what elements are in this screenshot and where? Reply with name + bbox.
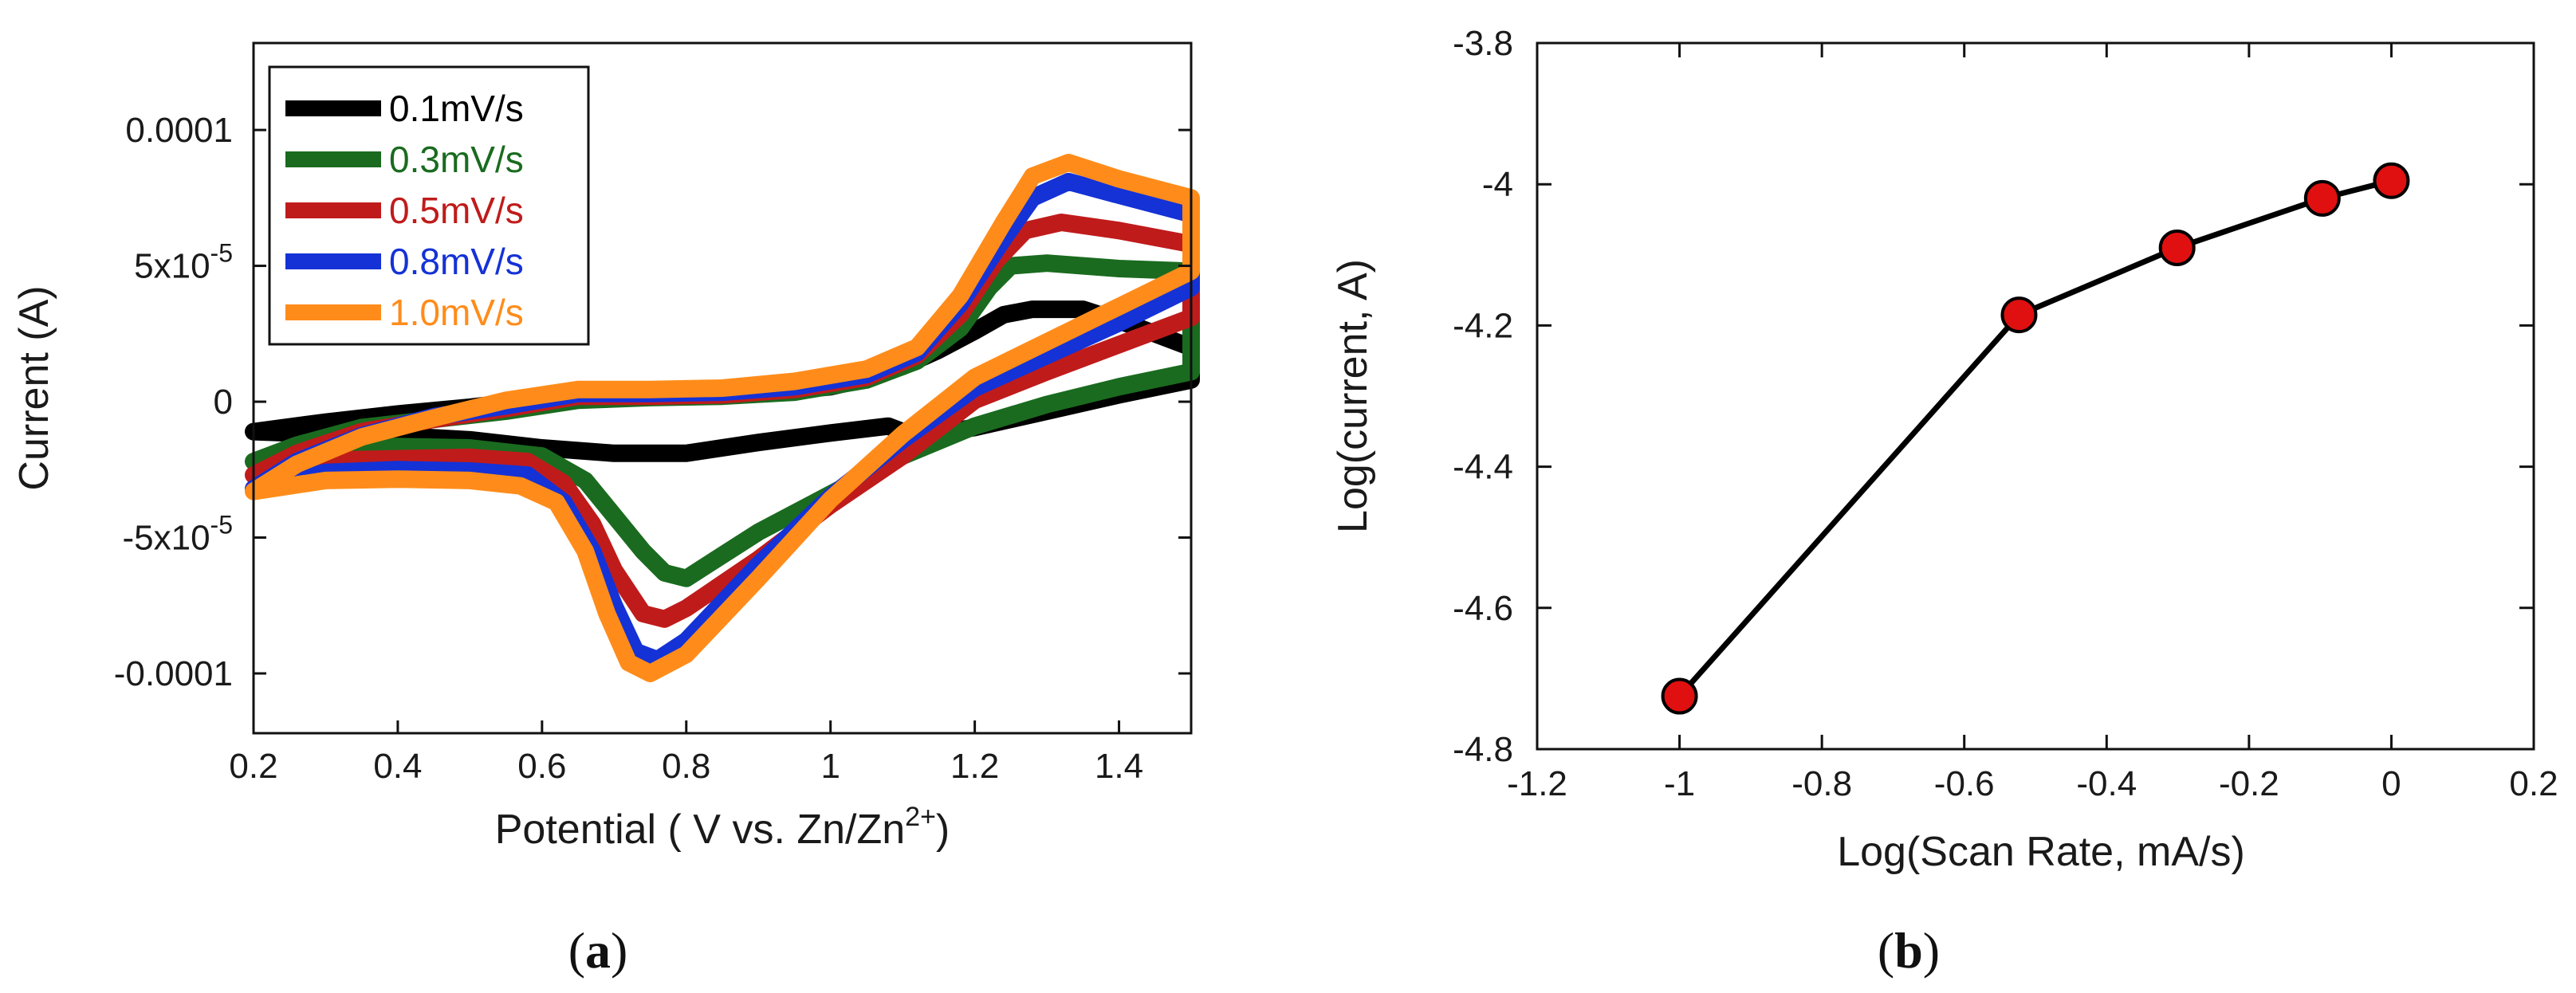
panel-b-x-tick-label: 0.2 xyxy=(2509,764,2558,803)
panel-b-y-tick-label: -3.8 xyxy=(1453,24,1513,63)
panel-a-x-tick-label: 0.4 xyxy=(373,747,422,786)
panel-b-x-tick-label: -1.2 xyxy=(1507,764,1567,803)
panel-b-series-line xyxy=(1677,178,2393,698)
panel-a-y-tick-label-main: 0 xyxy=(214,383,233,422)
panel-a-x-tick-label: 0.2 xyxy=(229,747,277,786)
panel-b-x-tick-label: -0.6 xyxy=(1934,764,1995,803)
panel-a-y-tick-label-main: 5x10 xyxy=(134,247,210,286)
panel-a-label-close: ) xyxy=(611,922,627,979)
panel-b-y-axis-title: Log(current, A) xyxy=(1330,259,1376,533)
panel-b-x-tick-label: -0.8 xyxy=(1791,764,1852,803)
panel-b-y-tick-label: -4 xyxy=(1482,165,1513,204)
panel-a-y-tick-label: 5x10-5 xyxy=(134,239,233,286)
panel-b-data-point-1 xyxy=(1661,677,1698,715)
panel-b-data-point-2 xyxy=(2000,296,2038,334)
panel-b-y-tick-label: -4.4 xyxy=(1453,448,1513,487)
panel-a-y-tick-label-sup: -5 xyxy=(210,511,233,540)
panel-b-x-axis-title: Log(Scan Rate, mA/s) xyxy=(1837,829,2245,875)
panel-b-data-point-4 xyxy=(2303,179,2341,217)
panel-b-x-tick-label: 0 xyxy=(2381,764,2401,803)
legend-label-1: 0.1mV/s xyxy=(389,88,524,129)
panel-b-x-axis: -1.2 -1 -0.8 -0.6 -0.4 -0.2 0 0.2 xyxy=(1507,43,2558,803)
panel-b-data-point-3 xyxy=(2158,229,2196,266)
panel-b-x-tick-label: -0.4 xyxy=(2076,764,2137,803)
panel-a-y-tick-label-main: -5x10 xyxy=(122,519,210,558)
panel-a-plot-frame xyxy=(252,41,1193,735)
panel-b-label-letter: b xyxy=(1894,922,1923,979)
panel-b-label-open: ( xyxy=(1878,922,1894,979)
panel-a-y-tick-label: -5x10-5 xyxy=(122,511,233,558)
panel-a-x-tick-label: 1.2 xyxy=(950,747,999,786)
legend-label-3: 0.5mV/s xyxy=(389,190,524,231)
panel-b-log-chart: -1.2 -1 -0.8 -0.6 -0.4 -0.2 0 0.2 -3.8 -4 -4.2 -4.… xyxy=(1330,24,2558,979)
panel-b-y-axis: -3.8 -4 -4.2 -4.4 -4.6 -4.8 xyxy=(1453,24,2534,769)
panel-a-y-tick-label: 0.0001 xyxy=(125,111,233,150)
panel-a-cv-chart: 0.2 0.4 0.6 0.8 1 1.2 1.4 0.00015x10-50-5x10-5… xyxy=(11,41,1200,979)
panel-a-label: (a) xyxy=(568,922,628,979)
legend-label-4: 0.8mV/s xyxy=(389,241,524,282)
panel-a-y-axis-title: Current (A) xyxy=(11,285,57,490)
legend-label-2: 0.3mV/s xyxy=(389,139,524,180)
panel-a-y-tick-label: -0.0001 xyxy=(114,654,233,693)
panel-a-y-tick-label-main: -0.0001 xyxy=(114,654,233,693)
panel-b-label: (b) xyxy=(1878,922,1940,979)
panel-a-y-tick-label: 0 xyxy=(214,383,233,422)
panel-a-legend: 0.1mV/s 0.3mV/s 0.5mV/s 0.8mV/s 1.0mV/s xyxy=(268,65,590,346)
panel-a-x-axis-title-end: ) xyxy=(936,807,950,853)
panel-a-label-letter: a xyxy=(585,922,611,979)
panel-a-x-tick-label: 1 xyxy=(820,747,840,786)
panel-a-x-axis-title-main: Potential ( V vs. Zn/Zn xyxy=(495,807,905,853)
panel-b-y-tick-label: -4.6 xyxy=(1453,589,1513,628)
panel-a-x-axis-title-sup: 2+ xyxy=(905,802,936,832)
panel-a-y-tick-label-main: 0.0001 xyxy=(125,111,233,150)
panel-a-label-open: ( xyxy=(568,922,585,979)
panel-b-plot-frame xyxy=(1536,41,2535,751)
panel-b-x-tick-label: -1 xyxy=(1664,764,1695,803)
panel-a-y-tick-label-sup: -5 xyxy=(210,239,233,268)
panel-b-series-layer xyxy=(1661,162,2410,715)
panel-b-y-tick-label: -4.2 xyxy=(1453,306,1513,345)
panel-a-x-axis-title: Potential ( V vs. Zn/Zn2+) xyxy=(495,802,950,853)
panel-a-x-tick-label: 1.4 xyxy=(1095,747,1143,786)
panel-b-x-tick-label: -0.2 xyxy=(2219,764,2279,803)
panel-b-label-close: ) xyxy=(1923,922,1940,979)
panel-b-y-tick-label: -4.8 xyxy=(1453,730,1513,769)
legend-label-5: 1.0mV/s xyxy=(389,292,524,333)
panel-a-x-tick-label: 0.6 xyxy=(517,747,566,786)
panel-a-x-tick-label: 0.8 xyxy=(662,747,710,786)
panel-b-data-point-5 xyxy=(2373,162,2410,199)
panel-a-x-axis: 0.2 0.4 0.6 0.8 1 1.2 1.4 xyxy=(229,720,1143,786)
